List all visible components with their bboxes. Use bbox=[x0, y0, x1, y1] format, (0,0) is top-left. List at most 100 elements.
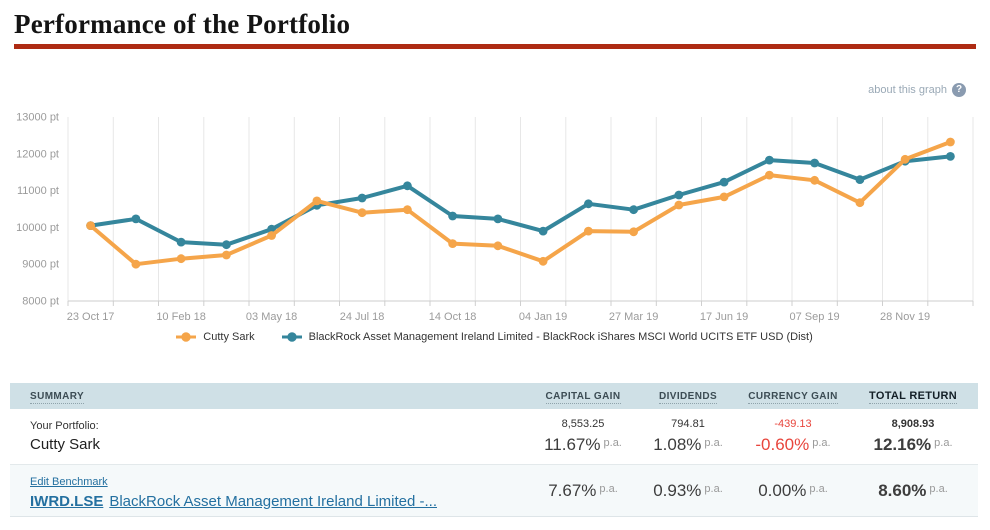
data-point[interactable] bbox=[222, 250, 231, 260]
dividends-amount: 794.81 bbox=[671, 418, 705, 430]
x-axis-label: 03 May 18 bbox=[246, 311, 297, 323]
total-return-percent: 12.16% p.a. bbox=[873, 435, 953, 454]
about-this-graph-link[interactable]: about this graph ? bbox=[868, 83, 966, 97]
pa-suffix: p.a. bbox=[704, 482, 723, 495]
benchmark-capital-gain-cell: 7.67% p.a. bbox=[528, 481, 638, 501]
benchmark-dividends-percent: 0.93% p.a. bbox=[653, 480, 723, 500]
chart-legend: Cutty Sark BlackRock Asset Management Ir… bbox=[10, 331, 978, 343]
data-point[interactable] bbox=[222, 240, 231, 250]
portfolio-currency-gain-cell: -439.13 -0.60% p.a. bbox=[738, 418, 848, 455]
benchmark-capital-gain-percent: 7.67% p.a. bbox=[548, 480, 618, 500]
data-point[interactable] bbox=[584, 226, 593, 236]
data-point[interactable] bbox=[448, 239, 457, 249]
data-point[interactable] bbox=[312, 196, 322, 206]
data-point[interactable] bbox=[765, 170, 774, 180]
data-point[interactable] bbox=[403, 205, 412, 215]
data-point[interactable] bbox=[810, 158, 819, 168]
data-point[interactable] bbox=[946, 137, 955, 147]
pa-suffix: p.a. bbox=[929, 482, 948, 495]
portfolio-capital-gain-cell: 8,553.25 11.67% p.a. bbox=[528, 418, 638, 455]
benchmark-label-cell: Edit Benchmark IWRD.LSE BlackRock Asset M… bbox=[10, 472, 528, 510]
x-axis-label: 23 Oct 17 bbox=[67, 311, 115, 323]
data-point[interactable] bbox=[131, 259, 141, 269]
benchmark-currency-gain-percent: 0.00% p.a. bbox=[758, 480, 828, 500]
edit-benchmark-link[interactable]: Edit Benchmark bbox=[30, 475, 108, 488]
data-point[interactable] bbox=[855, 175, 865, 184]
data-point[interactable] bbox=[357, 208, 367, 218]
series-line-benchmark[interactable] bbox=[88, 154, 953, 247]
data-point[interactable] bbox=[448, 211, 457, 221]
data-point[interactable] bbox=[810, 175, 819, 185]
legend-item-benchmark[interactable]: BlackRock Asset Management Ireland Limit… bbox=[281, 331, 813, 343]
capital-gain-percent: 11.67% p.a. bbox=[544, 435, 622, 454]
table-row-portfolio: Your Portfolio: Cutty Sark 8,553.25 11.6… bbox=[10, 409, 978, 464]
header-total-return: TOTAL RETURN bbox=[869, 390, 957, 404]
summary-table-header: SUMMARY CAPITAL GAIN DIVIDENDS CURRENCY … bbox=[10, 383, 978, 409]
pa-suffix: p.a. bbox=[934, 437, 953, 449]
data-point[interactable] bbox=[719, 192, 729, 202]
legend-marker-benchmark-icon bbox=[281, 332, 302, 342]
data-point[interactable] bbox=[131, 214, 141, 224]
pa-suffix: p.a. bbox=[812, 437, 831, 449]
x-axis-label: 14 Oct 18 bbox=[429, 311, 477, 323]
x-axis-label: 28 Nov 19 bbox=[880, 311, 930, 323]
pa-suffix: p.a. bbox=[809, 482, 828, 495]
legend-item-portfolio[interactable]: Cutty Sark bbox=[175, 331, 255, 343]
pa-suffix: p.a. bbox=[704, 437, 723, 449]
header-dividends: DIVIDENDS bbox=[658, 390, 718, 404]
y-axis-label: 9000 pt bbox=[22, 259, 59, 271]
performance-line-chart: 8000 pt 9000 pt 10000 pt 11000 pt 12000 pt 13… bbox=[16, 112, 974, 323]
x-axis-label: 24 Jul 18 bbox=[340, 311, 385, 323]
benchmark-name-line: IWRD.LSE BlackRock Asset Management Irela… bbox=[30, 493, 528, 510]
data-point[interactable] bbox=[719, 177, 729, 187]
summary-table: SUMMARY CAPITAL GAIN DIVIDENDS CURRENCY … bbox=[10, 383, 978, 517]
data-point[interactable] bbox=[538, 256, 548, 266]
title-rule bbox=[14, 44, 976, 49]
data-point[interactable] bbox=[538, 226, 548, 236]
help-icon[interactable]: ? bbox=[952, 83, 966, 97]
benchmark-total-return-cell: 8.60% p.a. bbox=[848, 481, 978, 501]
y-axis-label: 13000 pt bbox=[16, 112, 59, 124]
currency-gain-percent: -0.60% p.a. bbox=[755, 435, 831, 454]
header-capital-gain: CAPITAL GAIN bbox=[545, 390, 621, 404]
legend-label-benchmark: BlackRock Asset Management Ireland Limit… bbox=[308, 331, 813, 343]
benchmark-name-link[interactable]: BlackRock Asset Management Ireland Limit… bbox=[109, 492, 437, 510]
data-point[interactable] bbox=[765, 155, 774, 165]
portfolio-total-return-cell: 8,908.93 12.16% p.a. bbox=[848, 418, 978, 455]
data-point[interactable] bbox=[946, 152, 955, 161]
data-point[interactable] bbox=[86, 221, 95, 230]
header-summary: SUMMARY bbox=[30, 390, 85, 404]
legend-marker-portfolio-icon bbox=[176, 332, 197, 342]
data-point[interactable] bbox=[584, 199, 593, 209]
capital-gain-amount: 8,553.25 bbox=[561, 418, 605, 430]
data-point[interactable] bbox=[674, 190, 684, 200]
y-axis-label: 10000 pt bbox=[16, 222, 59, 234]
data-point[interactable] bbox=[629, 205, 638, 215]
x-axis-label: 07 Sep 19 bbox=[790, 311, 840, 323]
data-point[interactable] bbox=[900, 154, 910, 164]
y-axis-label: 11000 pt bbox=[17, 185, 59, 197]
portfolio-dividends-cell: 794.81 1.08% p.a. bbox=[638, 418, 738, 455]
data-point[interactable] bbox=[493, 214, 503, 224]
header-currency-gain: CURRENCY GAIN bbox=[748, 390, 838, 404]
data-point[interactable] bbox=[493, 241, 503, 251]
data-point[interactable] bbox=[629, 227, 638, 237]
data-point[interactable] bbox=[357, 193, 367, 203]
data-point[interactable] bbox=[267, 231, 276, 240]
data-point[interactable] bbox=[674, 200, 684, 210]
page-title: Performance of the Portfolio bbox=[14, 9, 351, 39]
portfolio-name: Cutty Sark bbox=[30, 436, 101, 453]
dividends-percent: 1.08% p.a. bbox=[653, 435, 723, 454]
pa-suffix: p.a. bbox=[603, 437, 622, 449]
x-axis-label: 04 Jan 19 bbox=[519, 311, 567, 323]
data-point[interactable] bbox=[403, 181, 412, 191]
series-line-portfolio[interactable] bbox=[88, 140, 953, 267]
data-point[interactable] bbox=[176, 237, 186, 247]
data-point[interactable] bbox=[855, 198, 865, 208]
benchmark-ticker-link[interactable]: IWRD.LSE bbox=[30, 492, 104, 510]
data-point[interactable] bbox=[176, 254, 186, 264]
x-axis-label: 10 Feb 18 bbox=[156, 311, 206, 323]
benchmark-dividends-cell: 0.93% p.a. bbox=[638, 481, 738, 501]
performance-chart-card: about this graph ? 8000 pt 9000 pt 10000 p… bbox=[10, 75, 978, 367]
x-axis-label: 27 Mar 19 bbox=[609, 311, 659, 323]
